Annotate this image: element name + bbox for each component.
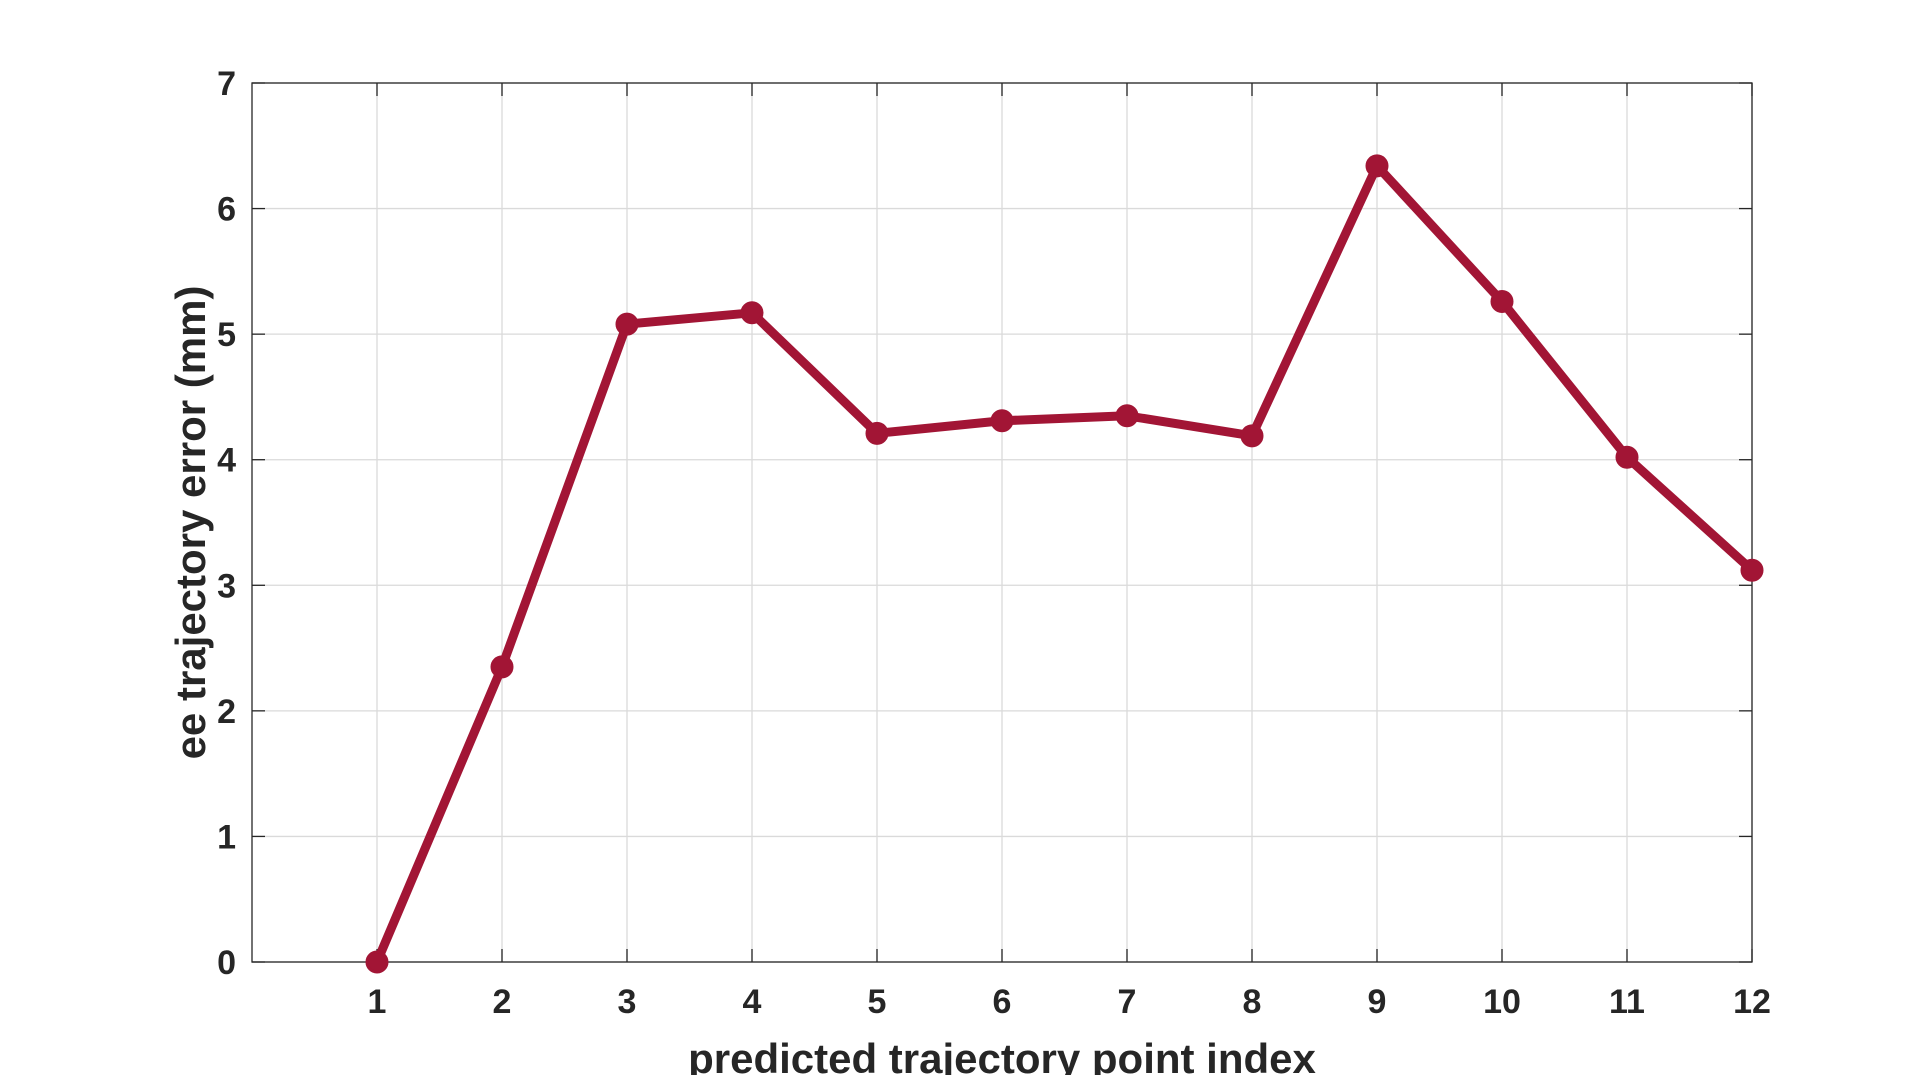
- data-point: [1240, 424, 1264, 448]
- y-tick-label: 4: [217, 442, 236, 480]
- x-tick-label: 5: [868, 983, 887, 1021]
- axis-ticks: [252, 82, 1753, 963]
- data-point: [615, 312, 639, 336]
- data-point: [1115, 404, 1139, 428]
- x-tick-label: 6: [993, 983, 1012, 1021]
- y-tick-label: 3: [217, 567, 236, 605]
- x-axis-label: predicted trajectory point index: [688, 1035, 1316, 1075]
- y-tick-label: 0: [217, 944, 236, 982]
- data-point: [865, 421, 889, 445]
- x-tick-label: 1: [368, 983, 387, 1021]
- x-tick-label: 3: [618, 983, 637, 1021]
- grid-lines: [252, 82, 1753, 963]
- data-point: [1490, 289, 1514, 313]
- y-tick-label: 7: [217, 65, 236, 103]
- data-point: [1740, 558, 1764, 582]
- data-point: [1615, 445, 1639, 469]
- y-axis-label: ee trajectory error (mm): [167, 286, 214, 760]
- y-tick-label: 2: [217, 693, 236, 731]
- x-tick-label: 10: [1483, 983, 1521, 1021]
- data-point: [365, 950, 389, 974]
- x-tick-label: 9: [1368, 983, 1387, 1021]
- x-tick-label: 8: [1243, 983, 1262, 1021]
- x-tick-label: 11: [1609, 983, 1645, 1021]
- data-point: [740, 301, 764, 325]
- y-tick-label: 6: [217, 191, 236, 229]
- y-tick-label: 5: [217, 316, 236, 354]
- x-tick-label: 12: [1733, 983, 1771, 1021]
- y-tick-label: 1: [217, 818, 236, 856]
- data-point: [990, 409, 1014, 433]
- data-point: [1365, 154, 1389, 178]
- series-line: [372, 161, 1757, 967]
- x-tick-label: 7: [1118, 983, 1137, 1021]
- series-layer: [365, 154, 1764, 974]
- data-point: [490, 655, 514, 679]
- x-tick-label: 4: [743, 983, 762, 1021]
- x-tick-label: 2: [493, 983, 512, 1021]
